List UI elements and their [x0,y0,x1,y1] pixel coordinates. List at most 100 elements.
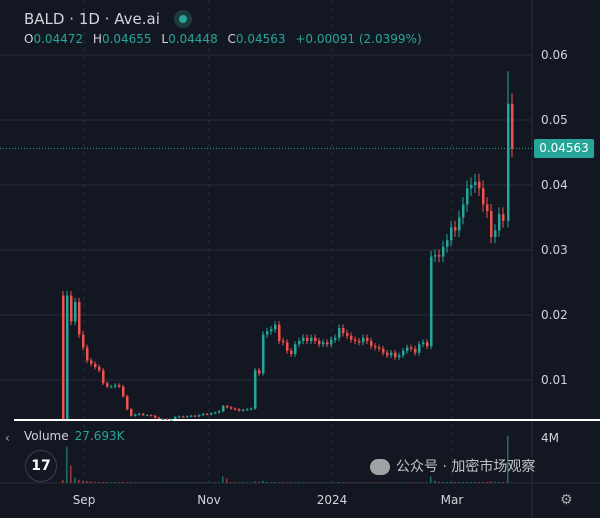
volume-bar [502,481,504,483]
candle-body [94,363,97,367]
volume-bar [114,482,116,483]
price-tick: 0.03 [541,243,568,257]
volume-bar [154,482,156,483]
candle-body [126,396,129,410]
volume-bar [507,435,509,483]
candle-body [106,383,109,387]
volume-bar [66,446,68,483]
volume-bar [362,482,364,483]
candle-body [482,188,485,205]
volume-bar [474,481,476,483]
volume-bar [138,482,140,483]
volume-bar [310,482,312,483]
candle-body [178,416,181,418]
settings-gear-icon[interactable]: ⚙ [560,492,573,508]
candle-body [170,419,173,421]
volume-bar [130,482,132,483]
symbol-title[interactable]: BALD · 1D · Ave.ai [24,10,428,28]
candle-body [74,302,77,322]
candle-body [326,342,329,345]
volume-bar [198,482,200,483]
price-tick: 0.05 [541,113,568,127]
volume-bar [74,477,76,483]
open-label: O [24,32,34,46]
volume-bar [326,482,328,483]
market-status-icon [173,10,192,28]
volume-bar [86,480,88,483]
collapse-chevron-icon[interactable]: ‹ [5,431,10,445]
volume-bar [342,482,344,483]
candle-body [246,409,249,411]
candle-body [322,342,325,345]
candle-body [426,342,429,347]
volume-bar [162,482,164,483]
tradingview-logo-icon[interactable]: 17 [25,450,57,482]
volume-bar [478,481,480,483]
candle-body [242,409,245,411]
volume-bar [134,482,136,483]
symbol-name: BALD [24,10,65,28]
volume-legend: Volume 27.693K [24,429,125,444]
volume-bar [214,482,216,483]
time-tick: Mar [440,493,464,507]
candle-body [198,415,201,417]
candle-body [70,295,73,322]
volume-bar [210,482,212,483]
volume-bar [218,482,220,483]
candle-body [394,352,397,358]
candle-body [278,324,281,341]
candle-body [218,411,221,413]
candle-body [222,406,225,412]
volume-bar [446,481,448,483]
volume-bar [274,482,276,483]
candle-body [258,370,261,374]
candle-body [306,337,309,341]
volume-bar [374,482,376,483]
candle-body [90,360,93,364]
candle-body [390,352,393,356]
candle-body [250,408,253,410]
volume-bar [334,482,336,483]
candle-body [354,339,357,341]
candle-body [334,337,337,340]
candle-body [302,337,305,341]
volume-bar [470,481,472,483]
candle-body [298,341,301,345]
candle-body [414,348,417,353]
volume-bar [466,481,468,483]
price-tick: 0.04 [541,178,568,192]
interval: 1D [78,10,100,28]
volume-bar [322,482,324,483]
candle-body [82,334,85,348]
candle-body [410,347,413,349]
volume-bar [350,482,352,483]
candle-body [450,227,453,241]
volume-bar [486,481,488,483]
volume-bar [482,481,484,483]
volume-bar [266,481,268,483]
candle-body [78,302,81,335]
candle-body [446,240,449,247]
volume-bar [250,482,252,483]
volume-bar [410,482,412,483]
volume-bar [150,482,152,483]
volume-bar [294,482,296,483]
volume-bar [318,482,320,483]
volume-bar [398,482,400,483]
volume-bar [406,482,408,483]
volume-bar [450,481,452,483]
candle-body [458,217,461,231]
volume-bar [390,482,392,483]
volume-bar [402,482,404,483]
candle-body [166,419,169,420]
price-tick: 0.01 [541,373,568,387]
candle-body [158,417,161,419]
candle-body [462,204,465,218]
price-tick: 0.02 [541,308,568,322]
volume-bar [330,482,332,483]
close-label: C [227,32,236,46]
volume-bar [122,481,124,483]
candle-body [142,413,145,416]
volume-bar [90,481,92,483]
